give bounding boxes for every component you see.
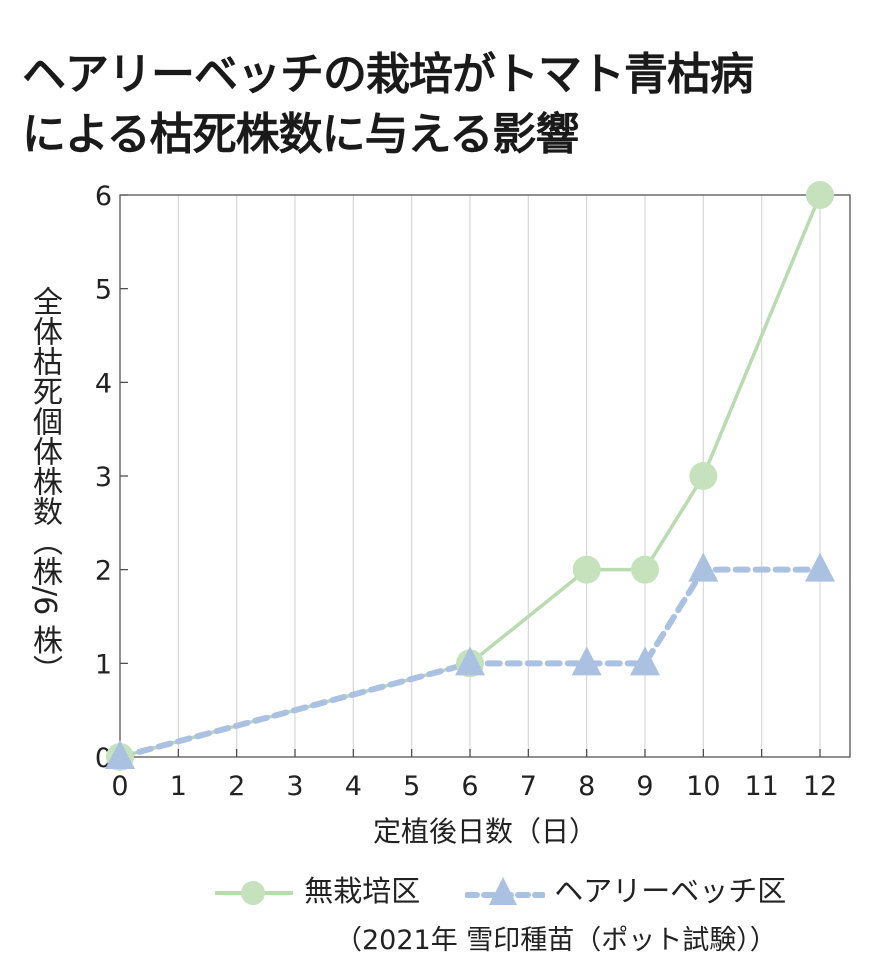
x-tick-label: 2 <box>228 771 245 802</box>
x-tick-label: 10 <box>686 771 720 802</box>
x-tick-label: 1 <box>170 771 187 802</box>
legend-item-no-cultivation: 無栽培区 <box>215 868 420 913</box>
data-point-triangle <box>630 646 660 676</box>
chart-title-line1: ヘアリーベッチの栽培がトマト青枯病 <box>22 49 754 100</box>
legend-triangle-marker-icon <box>464 877 546 905</box>
x-tick-label: 4 <box>345 771 362 802</box>
y-axis-label: 全体枯死個体株数（株/6 株） <box>27 285 62 685</box>
plot-frame <box>119 194 851 758</box>
x-tick-label: 5 <box>403 771 420 802</box>
data-point-triangle <box>805 552 835 582</box>
data-point-triangle <box>455 646 485 676</box>
data-point-triangle <box>105 740 135 769</box>
legend-item-hairy-vetch: ヘアリーベッチ区 <box>464 868 787 913</box>
data-point-circle <box>631 555 659 584</box>
x-tick-label: 7 <box>520 771 537 802</box>
y-tick-label: 4 <box>95 368 112 399</box>
y-tick-label: 5 <box>95 275 112 306</box>
x-tick-label: 6 <box>461 771 478 802</box>
y-tick-label: 6 <box>95 181 112 212</box>
x-tick-label: 0 <box>111 771 128 802</box>
x-axis-label: 定植後日数（日） <box>372 815 597 848</box>
data-point-circle <box>689 462 718 490</box>
legend-label-no-cultivation: 無栽培区 <box>304 874 421 908</box>
x-tick-label: 3 <box>286 771 303 802</box>
y-tick-label: 2 <box>95 556 112 587</box>
x-tick-label: 12 <box>803 771 837 802</box>
legend-label-hairy-vetch: ヘアリーベッチ区 <box>554 874 787 908</box>
source-note: （2021年 雪印種苗（ポット試験）） <box>335 925 777 956</box>
y-tick-label: 1 <box>95 649 112 680</box>
data-point-triangle <box>571 646 602 676</box>
x-tick-label: 11 <box>744 771 778 802</box>
legend-circle-marker-icon <box>215 881 293 905</box>
data-point-circle <box>572 555 601 584</box>
x-tick-label: 8 <box>578 771 595 802</box>
data-point-triangle <box>688 552 719 582</box>
x-tick-label: 9 <box>636 771 653 802</box>
series-line-1 <box>117 566 823 760</box>
data-point-circle <box>806 181 834 209</box>
chart-title-line2: による枯死株数に与える影響 <box>22 109 579 160</box>
y-tick-label: 3 <box>95 462 112 493</box>
